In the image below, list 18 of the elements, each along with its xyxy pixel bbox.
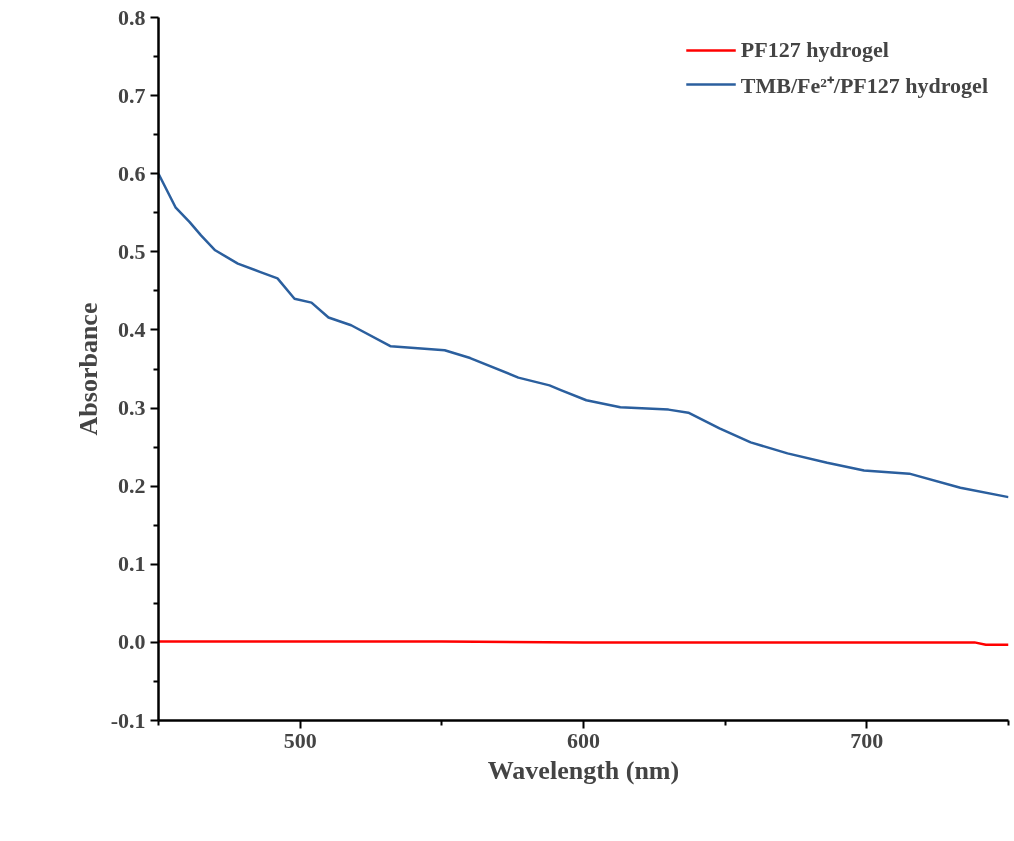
line-series xyxy=(158,172,1009,499)
y-tick-label: 0.3 xyxy=(118,395,146,421)
legend-label: TMB/Fe²⁺/PF127 hydrogel xyxy=(740,72,988,99)
x-tick-label: 600 xyxy=(567,727,600,753)
y-axis-title: Absorbance xyxy=(73,302,103,436)
y-tick-label: 0.4 xyxy=(118,316,146,342)
y-tick-label: 0.0 xyxy=(118,629,146,655)
x-tick-label: 500 xyxy=(283,727,317,753)
y-tick-label: 0.7 xyxy=(118,82,146,108)
y-tick-label: 0.5 xyxy=(118,238,146,264)
y-tick-label: -0.1 xyxy=(110,707,146,733)
y-tick-label: 0.1 xyxy=(118,551,146,577)
y-tick-label: 0.6 xyxy=(118,160,146,186)
x-axis-title: Wavelength (nm) xyxy=(487,755,680,785)
y-tick-label: 0.2 xyxy=(118,473,146,499)
legend-label: PF127 hydrogel xyxy=(740,37,889,63)
y-tick-label: 0.8 xyxy=(118,4,146,30)
x-tick-label: 700 xyxy=(850,727,884,753)
